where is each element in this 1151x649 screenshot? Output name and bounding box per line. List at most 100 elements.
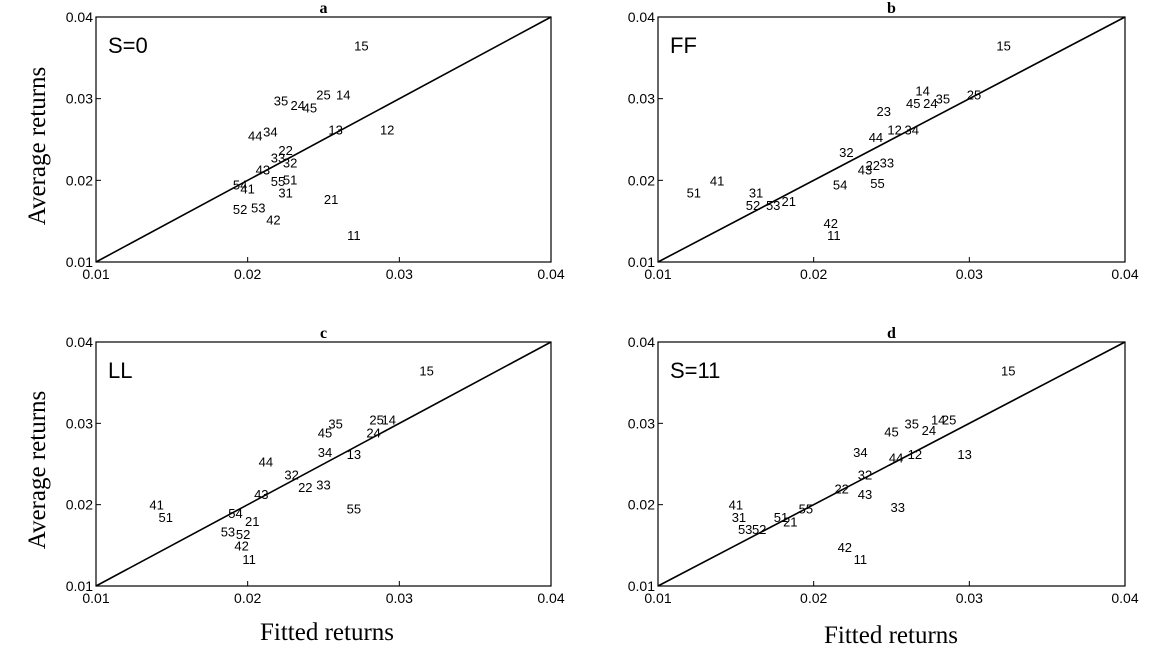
x-tick-label: 0.04: [537, 590, 564, 606]
data-point-label: 55: [870, 176, 884, 191]
data-point-label: 41: [710, 173, 724, 188]
data-point-label: 24: [366, 425, 380, 440]
data-point-label: 55: [271, 174, 285, 189]
data-point-label: 12: [887, 123, 901, 138]
data-point-label: 12: [908, 447, 922, 462]
data-point-label: 24: [923, 96, 937, 111]
data-point-label: 44: [889, 450, 903, 465]
data-point-label: 21: [783, 515, 797, 530]
data-point-label: 53: [738, 522, 752, 537]
data-point-label: 13: [328, 123, 342, 138]
y-tick-label: 0.03: [66, 415, 93, 431]
x-tick-label: 0.03: [386, 266, 413, 282]
data-point-label: 53: [221, 525, 235, 540]
data-point-label: 53: [766, 198, 780, 213]
data-point-label: 13: [957, 447, 971, 462]
data-point-label: 44: [259, 455, 273, 470]
data-point-label: 22: [278, 143, 292, 158]
reference-line: [95, 341, 552, 587]
data-point-label: 55: [347, 502, 361, 517]
x-tick-label: 0.04: [537, 266, 564, 282]
data-point-label: 45: [318, 425, 332, 440]
x-tick-label: 0.02: [800, 266, 827, 282]
x-tick-label: 0.02: [234, 266, 261, 282]
data-point-label: 33: [271, 150, 285, 165]
data-point-label: 31: [732, 510, 746, 525]
data-point-label: 51: [687, 186, 701, 201]
data-point-label: 33: [316, 477, 330, 492]
plot-frame: [657, 16, 1126, 263]
x-axis-label-left: Fitted returns: [260, 619, 394, 646]
panel-title: c: [320, 325, 327, 342]
y-tick-label: 0.01: [628, 254, 655, 270]
model-label: LL: [108, 358, 132, 383]
data-point-label: 11: [242, 552, 256, 567]
model-label: S=0: [108, 33, 148, 58]
data-point-label: 14: [381, 412, 395, 427]
data-point-label: 51: [283, 173, 297, 188]
data-point-label: 14: [931, 412, 945, 427]
data-point-label: 45: [303, 101, 317, 116]
x-axis-label-right: Fitted returns: [824, 622, 958, 649]
data-point-label: 43: [858, 163, 872, 178]
data-point-label: 42: [266, 213, 280, 228]
y-tick-label: 0.02: [66, 497, 93, 513]
data-point-label: 11: [854, 552, 868, 567]
x-tick-label: 0.01: [644, 590, 671, 606]
data-point-label: 14: [336, 88, 350, 103]
y-tick-label: 0.04: [66, 9, 93, 25]
y-tick-label: 0.03: [628, 91, 655, 107]
panel-c: 0.01 0.02 0.03 0.040.010.020.030.04 cLL 15251…: [66, 325, 565, 606]
data-point-label: 54: [233, 177, 247, 192]
data-point-label: 42: [234, 538, 248, 553]
data-point-label: 51: [159, 510, 173, 525]
data-point-label: 33: [890, 500, 904, 515]
data-point-label: 43: [254, 487, 268, 502]
panel-title: a: [320, 0, 328, 17]
data-point-label: 34: [263, 124, 277, 139]
y-axis-label-bottom: Average returns: [24, 391, 51, 549]
data-point-label: 24: [290, 98, 304, 113]
data-point-label: 15: [419, 363, 433, 378]
data-point-label: 42: [838, 540, 852, 555]
data-point-label: 33: [880, 155, 894, 170]
x-tick-label: 0.04: [1111, 266, 1138, 282]
data-point-label: 35: [905, 416, 919, 431]
data-point-label: 15: [1001, 363, 1015, 378]
data-point-label: 31: [749, 186, 763, 201]
model-label: S=11: [670, 358, 720, 383]
data-point-label: 42: [824, 216, 838, 231]
y-tick-label: 0.01: [628, 578, 655, 594]
data-point-label: 22: [834, 481, 848, 496]
data-point-label: 11: [827, 228, 841, 243]
y-tick-label: 0.02: [66, 172, 93, 188]
x-tick-label: 0.01: [644, 266, 671, 282]
reference-line: [657, 341, 1126, 587]
data-point-label: 44: [869, 130, 883, 145]
data-point-label: 41: [729, 498, 743, 513]
data-point-label: 14: [915, 84, 929, 99]
data-point-label: 35: [328, 416, 342, 431]
data-point-label: 22: [298, 480, 312, 495]
panel-title: b: [887, 0, 896, 17]
panels-group: 0.01 0.02 0.03 0.04 0.01 0.02 0.03 0.04 a S=0 15 25…: [66, 0, 1139, 606]
reference-line: [657, 16, 1126, 263]
data-point-label: 34: [905, 123, 919, 138]
data-point-label: 54: [833, 177, 847, 192]
data-point-label: 44: [248, 128, 262, 143]
data-point-label: 54: [228, 506, 242, 521]
data-point-label: 24: [922, 423, 936, 438]
data-point-label: 41: [240, 182, 254, 197]
data-point-label: 12: [380, 123, 394, 138]
y-tick-label: 0.04: [66, 334, 93, 350]
plot-frame: [95, 16, 552, 263]
data-point-label: 43: [858, 487, 872, 502]
data-point-label: 32: [839, 145, 853, 160]
x-tick-label: 0.01: [82, 266, 109, 282]
panel-title: d: [887, 325, 896, 342]
reference-line: [95, 16, 552, 263]
data-point-label: 35: [274, 93, 288, 108]
y-tick-label: 0.03: [66, 91, 93, 107]
